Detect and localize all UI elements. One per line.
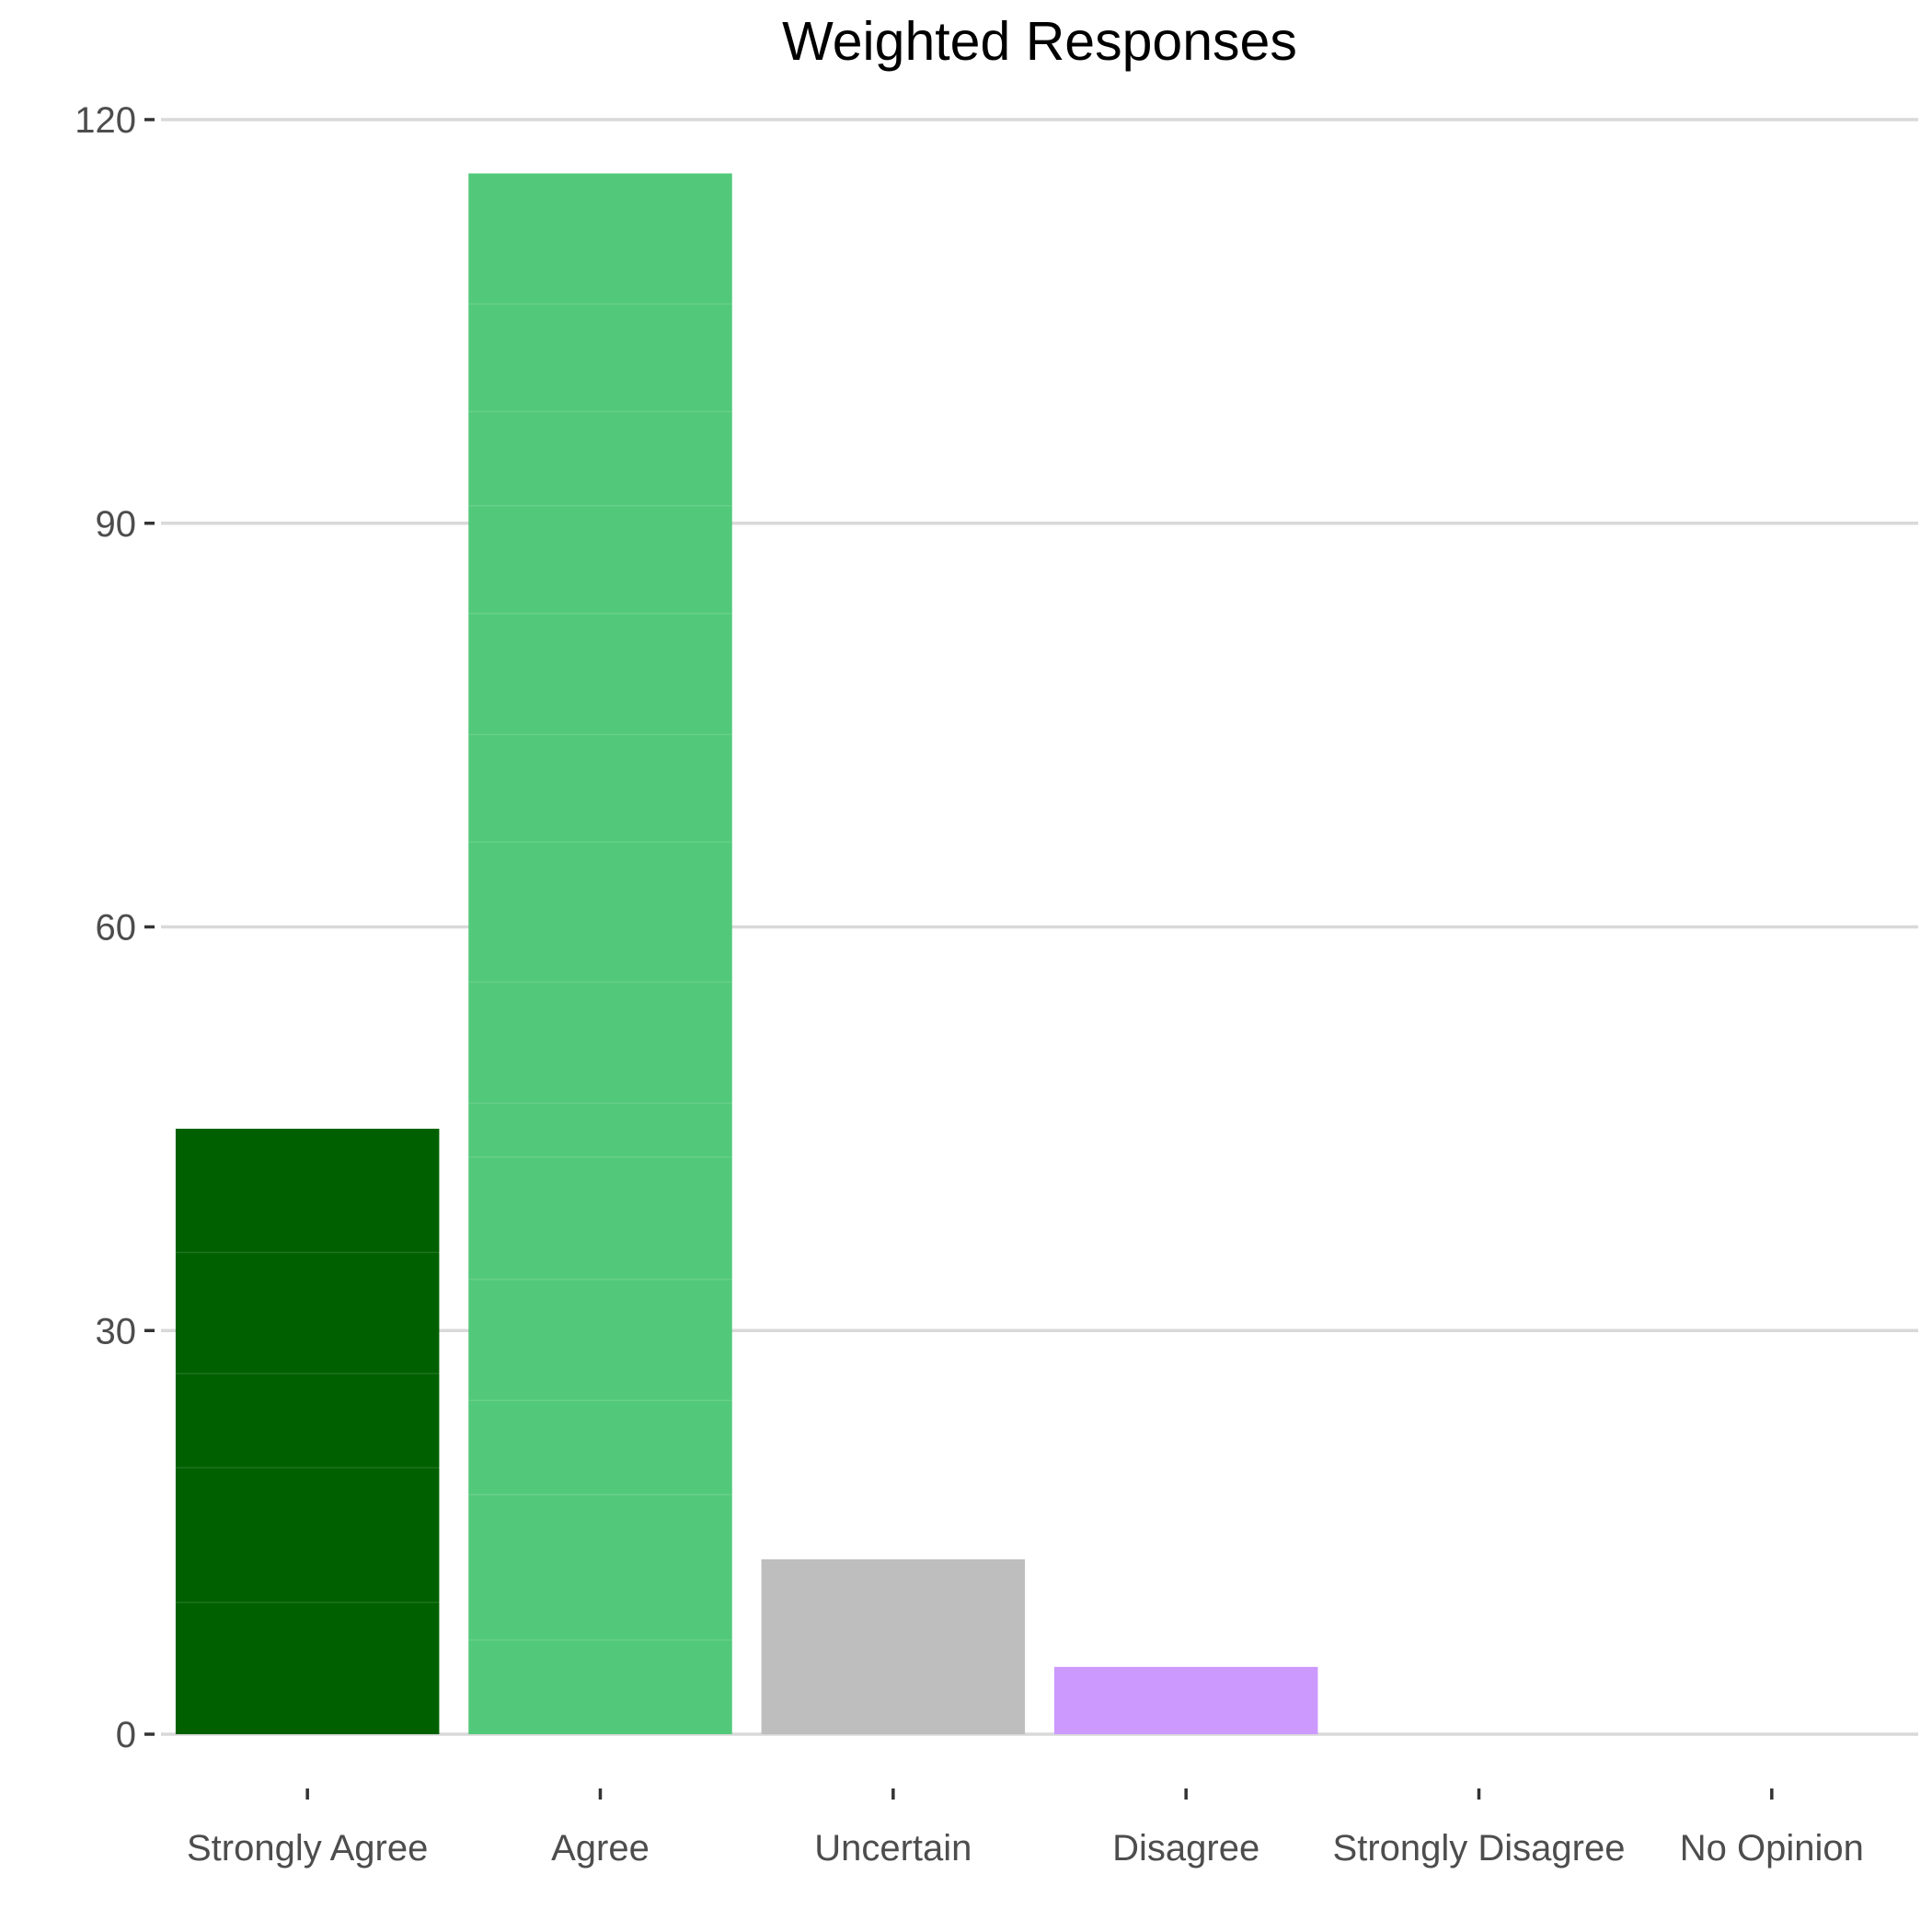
bar xyxy=(175,1128,440,1734)
x-tick-label: Uncertain xyxy=(814,1828,972,1869)
y-axis: 0 30 60 90 120 xyxy=(75,100,155,1755)
x-axis: Strongly Agree Agree Uncertain Disagree Stro… xyxy=(187,1788,1864,1869)
y-tick-label: 90 xyxy=(96,504,137,545)
gridlines xyxy=(161,118,1918,1736)
y-tick-label: 120 xyxy=(75,100,136,141)
chart-title: Weighted Responses xyxy=(782,11,1297,72)
y-tick-label: 30 xyxy=(96,1311,137,1351)
bar xyxy=(468,173,732,1734)
bar xyxy=(761,1558,1026,1734)
x-tick-label: No Opinion xyxy=(1680,1828,1864,1869)
x-tick-label: Disagree xyxy=(1112,1828,1259,1869)
x-tick-label: Strongly Agree xyxy=(187,1828,428,1869)
y-tick-label: 0 xyxy=(116,1715,136,1755)
x-tick-label: Agree xyxy=(551,1828,650,1869)
x-tick-label: Strongly Disagree xyxy=(1333,1828,1626,1869)
bar xyxy=(1053,1666,1318,1734)
y-tick-label: 60 xyxy=(96,908,137,949)
bars xyxy=(175,173,1318,1734)
